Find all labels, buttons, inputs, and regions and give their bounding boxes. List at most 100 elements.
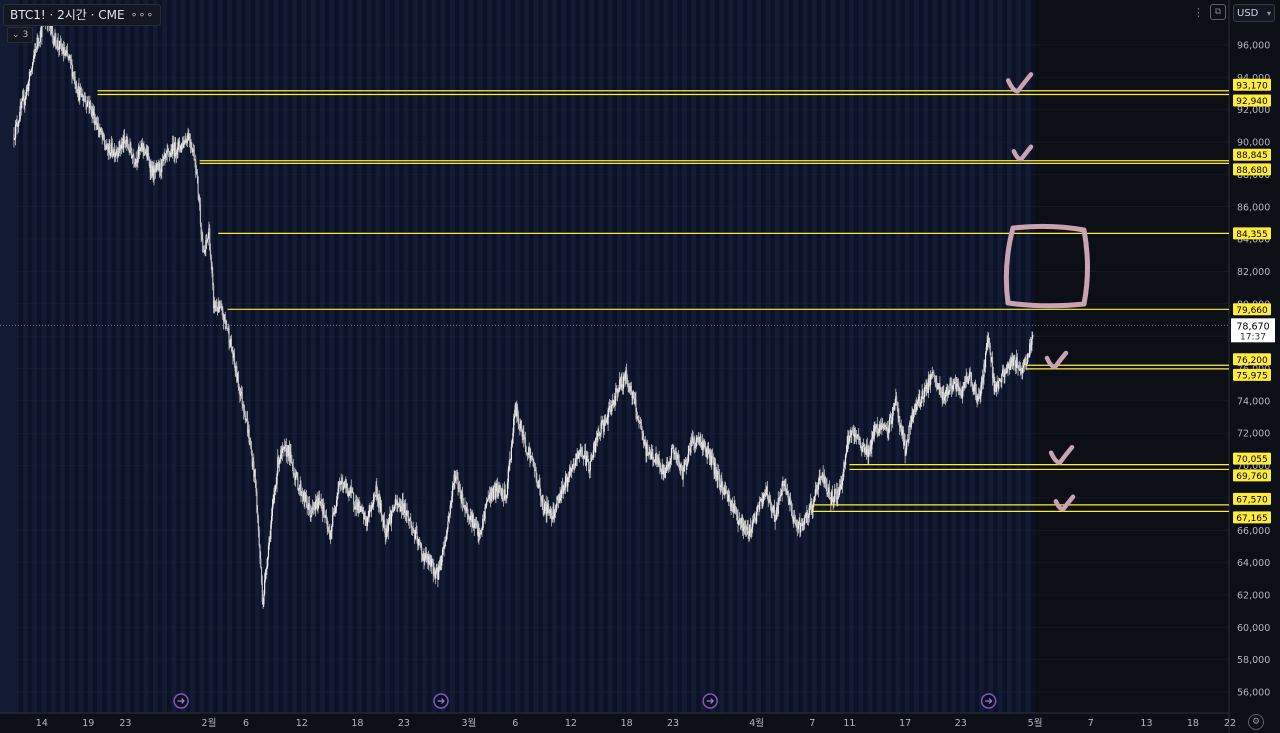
candle-body <box>219 306 222 308</box>
candle-body <box>883 424 885 430</box>
more-options-icon[interactable]: ∘∘∘ <box>130 8 155 21</box>
candle-body <box>452 483 454 486</box>
candle-body <box>929 379 931 385</box>
candle-body <box>837 488 840 496</box>
candle-body <box>1026 353 1028 364</box>
candle-body <box>169 154 171 156</box>
candle-body <box>554 511 557 513</box>
candle-body <box>638 420 640 422</box>
symbol-label[interactable]: BTC1! · 2시간 · CME <box>10 8 125 22</box>
candle-body <box>342 486 345 490</box>
candle-body <box>547 503 550 513</box>
candle-body <box>782 481 784 484</box>
session-band <box>269 0 274 713</box>
candle-body <box>353 504 355 507</box>
session-break-icon[interactable] <box>980 693 997 709</box>
candle-body <box>445 534 448 541</box>
candle-body <box>248 429 250 443</box>
candle-body <box>211 263 213 274</box>
candle-body <box>794 517 796 524</box>
candle-body <box>555 506 557 512</box>
legend-toggle-button[interactable]: ⌄ 3 <box>7 27 34 43</box>
candle-body <box>988 337 990 340</box>
candle-body <box>718 471 720 475</box>
candle-body <box>872 431 874 438</box>
candle-body <box>417 541 419 546</box>
candle-body <box>902 430 904 435</box>
candle-body <box>881 424 883 428</box>
candle-body <box>694 442 696 448</box>
more-vertical-icon[interactable]: ⋮ <box>1193 6 1204 19</box>
candle-body <box>151 164 153 176</box>
candle-body <box>559 492 561 502</box>
candle-body <box>746 527 748 530</box>
candle-body <box>729 501 731 507</box>
candle-body <box>270 524 272 539</box>
screenshot-icon[interactable]: ⧉ <box>1210 4 1226 20</box>
candle-body <box>496 483 498 487</box>
session-band <box>380 0 386 713</box>
candle-body <box>697 437 700 443</box>
candle-body <box>890 414 892 424</box>
session-band <box>918 0 924 713</box>
candle-body <box>902 430 905 446</box>
candle-body <box>932 371 934 373</box>
candle-body <box>423 553 425 562</box>
session-break-icon[interactable] <box>702 693 718 709</box>
candle-body <box>435 571 437 573</box>
candle-body <box>525 446 527 453</box>
candle-body <box>601 420 603 423</box>
candle-body <box>488 497 490 499</box>
candle-body <box>69 55 71 57</box>
session-break-icon[interactable] <box>433 693 449 709</box>
candle-body <box>80 88 82 98</box>
candle-body <box>340 480 342 485</box>
level-price-tag: 67,165 <box>1233 511 1271 524</box>
candle-body <box>515 404 517 417</box>
currency-selector[interactable]: USD ▾ <box>1233 4 1275 22</box>
session-band <box>668 0 673 713</box>
candle-body <box>836 498 838 500</box>
candle-body <box>906 441 908 450</box>
candle-body <box>240 393 242 396</box>
candle-body <box>625 370 627 380</box>
candle-body <box>812 504 814 511</box>
candle-body <box>220 306 222 308</box>
settings-gear-icon[interactable]: ⚙ <box>1248 714 1264 730</box>
candle-body <box>779 494 782 497</box>
candle-body <box>627 384 629 386</box>
candle-body <box>391 509 393 512</box>
candle-body <box>672 447 674 449</box>
candle-body <box>595 437 597 453</box>
candle-body <box>476 525 478 530</box>
session-break-icon[interactable] <box>173 693 189 709</box>
candle-body <box>503 489 506 500</box>
candle-body <box>35 48 38 50</box>
candle-body <box>633 396 635 405</box>
candle-body <box>913 410 915 412</box>
candle-body <box>523 431 525 440</box>
candle-body <box>820 476 823 478</box>
candle-body <box>542 495 544 511</box>
candle-body <box>875 424 878 428</box>
candle-body <box>652 453 654 461</box>
candle-body <box>923 397 925 399</box>
candle-body <box>817 481 820 490</box>
candle-body <box>37 37 39 42</box>
candle-body <box>496 483 499 497</box>
candle-body <box>988 337 991 347</box>
candle-body <box>236 373 239 382</box>
symbol-selector[interactable]: BTC1! · 2시간 · CME ∘∘∘ <box>3 3 162 26</box>
candle-body <box>671 447 673 449</box>
candle-body <box>264 580 266 595</box>
candle-body <box>240 391 243 394</box>
candle-body <box>425 553 427 560</box>
candle-body <box>132 155 134 157</box>
candle-body <box>382 515 384 528</box>
candle-body <box>179 147 181 151</box>
candle-body <box>608 408 610 410</box>
candle-body <box>779 496 781 499</box>
candle-body <box>960 390 963 399</box>
